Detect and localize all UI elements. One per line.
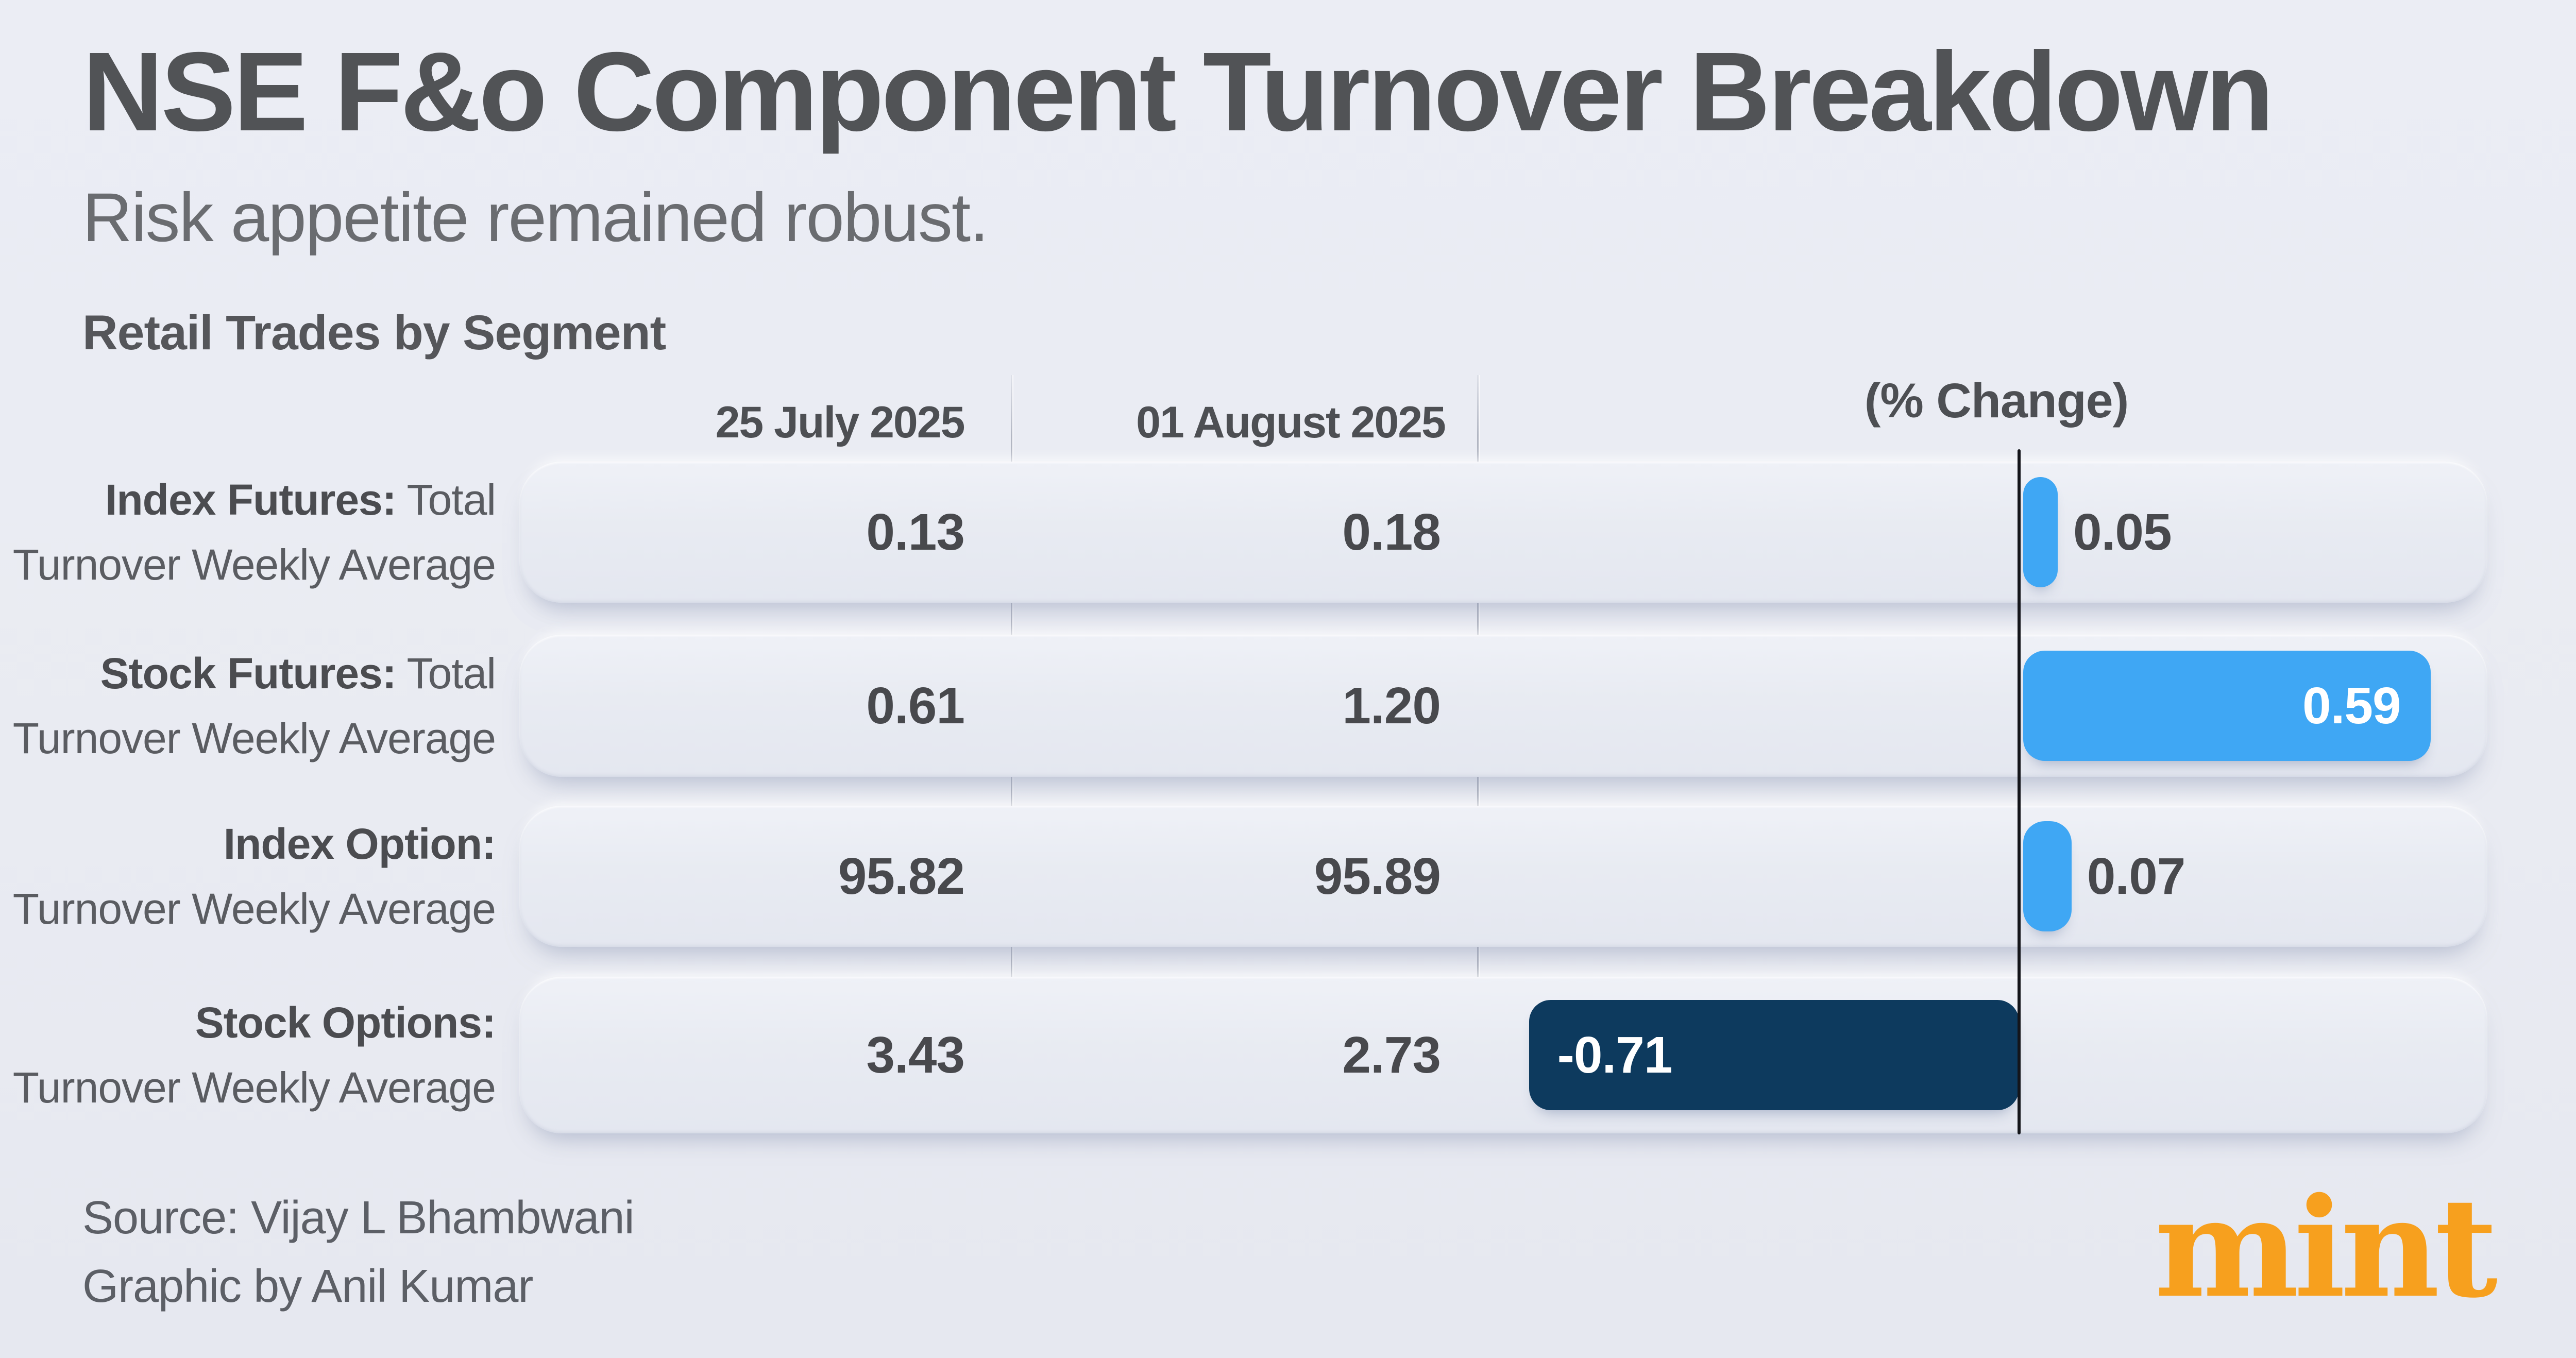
credit-line: Graphic by Anil Kumar bbox=[82, 1261, 533, 1313]
mint-logo: mint bbox=[2155, 1168, 2498, 1328]
column-header-date-1: 25 July 2025 bbox=[715, 398, 965, 447]
row-label-line1: Stock Futures: Total bbox=[100, 649, 496, 698]
row-card-index-option bbox=[519, 806, 2487, 947]
cell-value-col2: 1.20 bbox=[1342, 676, 1441, 735]
cell-value-col2: 2.73 bbox=[1342, 1026, 1441, 1084]
row-label-line2: Turnover Weekly Average bbox=[12, 540, 496, 589]
zero-axis-line bbox=[2018, 449, 2021, 1134]
cell-value-col1: 0.61 bbox=[866, 676, 965, 735]
row-card-index-futures bbox=[519, 462, 2487, 603]
cell-value-col1: 3.43 bbox=[866, 1026, 965, 1084]
row-label-line2: Turnover Weekly Average bbox=[12, 714, 496, 762]
column-header-date-2: 01 August 2025 bbox=[1136, 398, 1446, 447]
row-label-line1: Index Option: bbox=[223, 820, 496, 868]
row-card-stock-options bbox=[519, 977, 2487, 1133]
row-label: Index Futures: Total Turnover Weekly Ave… bbox=[0, 462, 496, 603]
cell-value-col2: 95.89 bbox=[1314, 847, 1441, 905]
row-label: Stock Options: Turnover Weekly Average bbox=[0, 977, 496, 1133]
section-label: Retail Trades by Segment bbox=[82, 305, 666, 360]
source-line: Source: Vijay L Bhambwani bbox=[82, 1192, 635, 1244]
row-label-line2: Turnover Weekly Average bbox=[12, 885, 496, 933]
cell-value-col2: 0.18 bbox=[1342, 503, 1441, 561]
column-header-change: (% Change) bbox=[1864, 374, 2129, 428]
row-label: Index Option: Turnover Weekly Average bbox=[0, 806, 496, 947]
row-label-line1: Stock Options: bbox=[195, 998, 496, 1047]
cell-value-col1: 95.82 bbox=[838, 847, 965, 905]
row-label-line2: Turnover Weekly Average bbox=[12, 1063, 496, 1112]
page-subtitle: Risk appetite remained robust. bbox=[82, 179, 989, 256]
page-title: NSE F&o Component Turnover Breakdown bbox=[82, 29, 2274, 155]
row-label: Stock Futures: Total Turnover Weekly Ave… bbox=[0, 635, 496, 777]
footer-credits: Source: Vijay L Bhambwani Graphic by Ani… bbox=[82, 1184, 635, 1321]
row-label-line1: Index Futures: Total bbox=[105, 476, 496, 524]
cell-value-col1: 0.13 bbox=[866, 503, 965, 561]
